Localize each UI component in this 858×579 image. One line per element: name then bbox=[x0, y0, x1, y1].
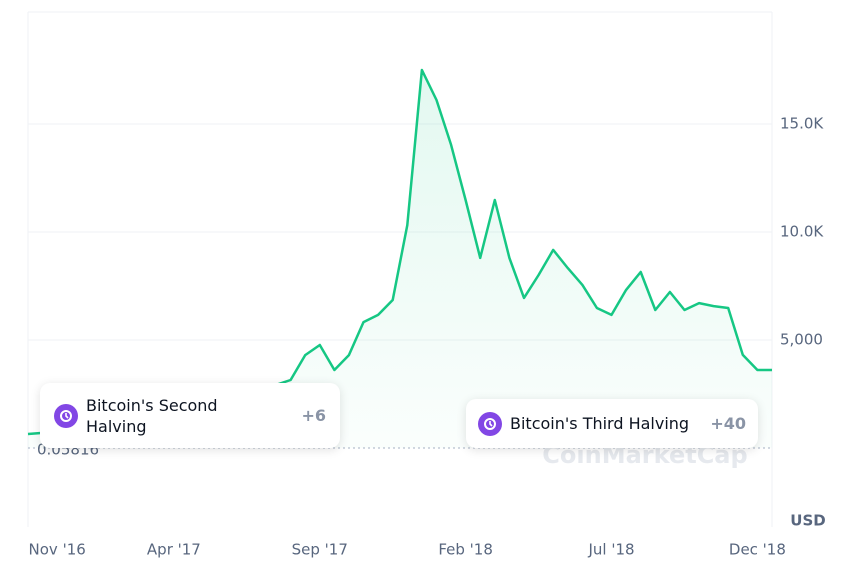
unit: USD bbox=[790, 512, 825, 530]
event-badge: +40 bbox=[710, 414, 746, 433]
x-tick-label: Sep '17 bbox=[292, 541, 348, 559]
event-icon bbox=[478, 411, 502, 436]
y-tick-label: 10.0K bbox=[780, 222, 824, 240]
x-tick-label: Nov '16 bbox=[29, 541, 86, 559]
x-tick-label: Jul '18 bbox=[587, 541, 634, 559]
area bbox=[28, 70, 772, 448]
x-tick-label: Apr '17 bbox=[147, 541, 201, 559]
event-label: Bitcoin's Third Halving bbox=[510, 414, 690, 433]
x-tick-label: Dec '18 bbox=[729, 541, 786, 559]
event-card[interactable]: Bitcoin's Third Halving +40 bbox=[466, 399, 758, 448]
x-tick-label: Feb '18 bbox=[438, 541, 493, 559]
y-tick-label: 5,000 bbox=[780, 330, 823, 348]
event-badge: +6 bbox=[301, 406, 326, 425]
event-icon bbox=[54, 403, 78, 428]
event-label: Bitcoin's Second Halving bbox=[86, 395, 218, 436]
y-tick-label: 15.0K bbox=[780, 114, 824, 132]
event-card[interactable]: Bitcoin's Second Halving +6 bbox=[40, 383, 340, 448]
